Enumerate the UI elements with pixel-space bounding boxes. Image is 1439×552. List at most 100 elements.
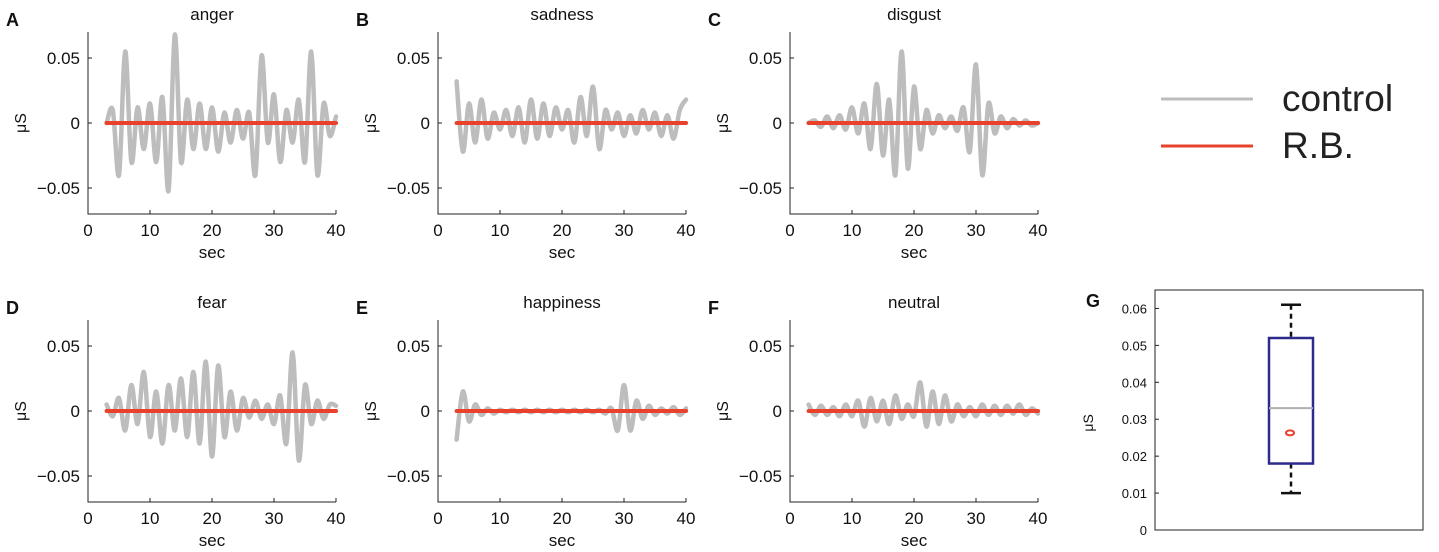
x-axis-label: sec (549, 243, 576, 262)
x-tick-label: 30 (265, 509, 284, 528)
panel-letter: G (1086, 291, 1100, 311)
y-tick-label: 0 (71, 402, 80, 421)
x-tick-label: 30 (967, 509, 986, 528)
x-axis-label: sec (199, 243, 226, 262)
panel-letter: C (708, 10, 721, 30)
y-tick-label: 0.05 (749, 337, 782, 356)
legend-item: R.B. (1161, 125, 1354, 166)
x-tick-label: 20 (905, 509, 924, 528)
y-tick-label: 0 (1140, 523, 1147, 538)
x-tick-label: 40 (327, 509, 346, 528)
x-tick-label: 0 (83, 221, 92, 240)
x-axis-label: sec (901, 531, 928, 550)
x-tick-label: 10 (491, 221, 510, 240)
panel-letter: D (6, 298, 19, 318)
series-line-control (104, 350, 339, 463)
panel-letter: E (356, 298, 368, 318)
x-tick-label: 10 (843, 509, 862, 528)
y-tick-label: 0 (421, 114, 430, 133)
x-tick-label: 40 (677, 509, 696, 528)
y-tick-label: −0.05 (387, 179, 430, 198)
y-tick-label: 0.05 (397, 49, 430, 68)
y-tick-label: 0.05 (47, 49, 80, 68)
panel-letter: A (6, 10, 19, 30)
x-axis-label: sec (199, 531, 226, 550)
legend-label: R.B. (1282, 125, 1354, 166)
series-line-control (104, 32, 339, 194)
x-tick-label: 0 (433, 221, 442, 240)
y-tick-label: −0.05 (37, 179, 80, 198)
y-tick-label: 0.01 (1122, 486, 1147, 501)
y-tick-label: 0.04 (1122, 375, 1147, 390)
y-axis-label: μS (363, 401, 380, 421)
y-tick-label: 0 (773, 402, 782, 421)
y-tick-label: 0.05 (47, 337, 80, 356)
y-axis-label: μS (1080, 414, 1096, 431)
x-tick-label: 30 (265, 221, 284, 240)
x-tick-label: 10 (491, 509, 510, 528)
panel-title: anger (190, 5, 234, 24)
x-tick-label: 10 (843, 221, 862, 240)
x-tick-label: 30 (615, 509, 634, 528)
x-tick-label: 20 (203, 509, 222, 528)
y-tick-label: −0.05 (387, 467, 430, 486)
y-tick-label: 0.06 (1122, 301, 1147, 316)
series-line-control (806, 49, 1041, 178)
y-tick-label: −0.05 (739, 467, 782, 486)
series-line-control (806, 380, 1041, 429)
legend-label: control (1282, 78, 1393, 119)
x-tick-label: 20 (553, 509, 572, 528)
y-tick-label: 0 (421, 402, 430, 421)
x-tick-label: 20 (553, 221, 572, 240)
series-line-control (454, 79, 689, 154)
y-tick-label: 0.05 (397, 337, 430, 356)
plot-frame (1154, 289, 1424, 531)
x-tick-label: 30 (967, 221, 986, 240)
legend-item: control (1161, 78, 1393, 119)
x-tick-label: 40 (1029, 221, 1048, 240)
x-tick-label: 40 (1029, 509, 1048, 528)
rb-marker (1285, 429, 1295, 437)
y-tick-label: 0.05 (749, 49, 782, 68)
x-tick-label: 10 (141, 221, 160, 240)
panel-title: disgust (887, 5, 941, 24)
x-tick-label: 20 (203, 221, 222, 240)
y-axis-label: μS (13, 113, 30, 133)
x-axis-label: sec (549, 531, 576, 550)
y-tick-label: 0.05 (1122, 338, 1147, 353)
y-tick-label: 0 (71, 114, 80, 133)
panel-title: neutral (888, 293, 940, 312)
box (1267, 336, 1315, 465)
panel-title: fear (197, 293, 227, 312)
y-axis-label: μS (13, 401, 30, 421)
y-tick-label: 0 (773, 114, 782, 133)
panel-letter: F (708, 298, 719, 318)
y-axis-label: μS (363, 113, 380, 133)
y-tick-label: 0.02 (1122, 449, 1147, 464)
x-tick-label: 40 (677, 221, 696, 240)
panel-g: G 0 0.01 0.02 0.03 0.04 0.05 0.06 μS (1080, 289, 1424, 538)
y-tick-label: −0.05 (739, 179, 782, 198)
x-tick-label: 0 (83, 509, 92, 528)
x-tick-label: 10 (141, 509, 160, 528)
y-axis-label: μS (715, 401, 732, 421)
panel-title: happiness (523, 293, 601, 312)
panel-title: sadness (530, 5, 593, 24)
x-tick-label: 0 (785, 509, 794, 528)
legend: control R.B. (1161, 78, 1393, 166)
x-axis-label: sec (901, 243, 928, 262)
x-tick-label: 30 (615, 221, 634, 240)
x-tick-label: 40 (327, 221, 346, 240)
y-axis-label: μS (715, 113, 732, 133)
x-tick-label: 20 (905, 221, 924, 240)
y-tick-label: −0.05 (37, 467, 80, 486)
x-tick-label: 0 (433, 509, 442, 528)
y-tick-label: 0.03 (1122, 412, 1147, 427)
x-tick-label: 0 (785, 221, 794, 240)
